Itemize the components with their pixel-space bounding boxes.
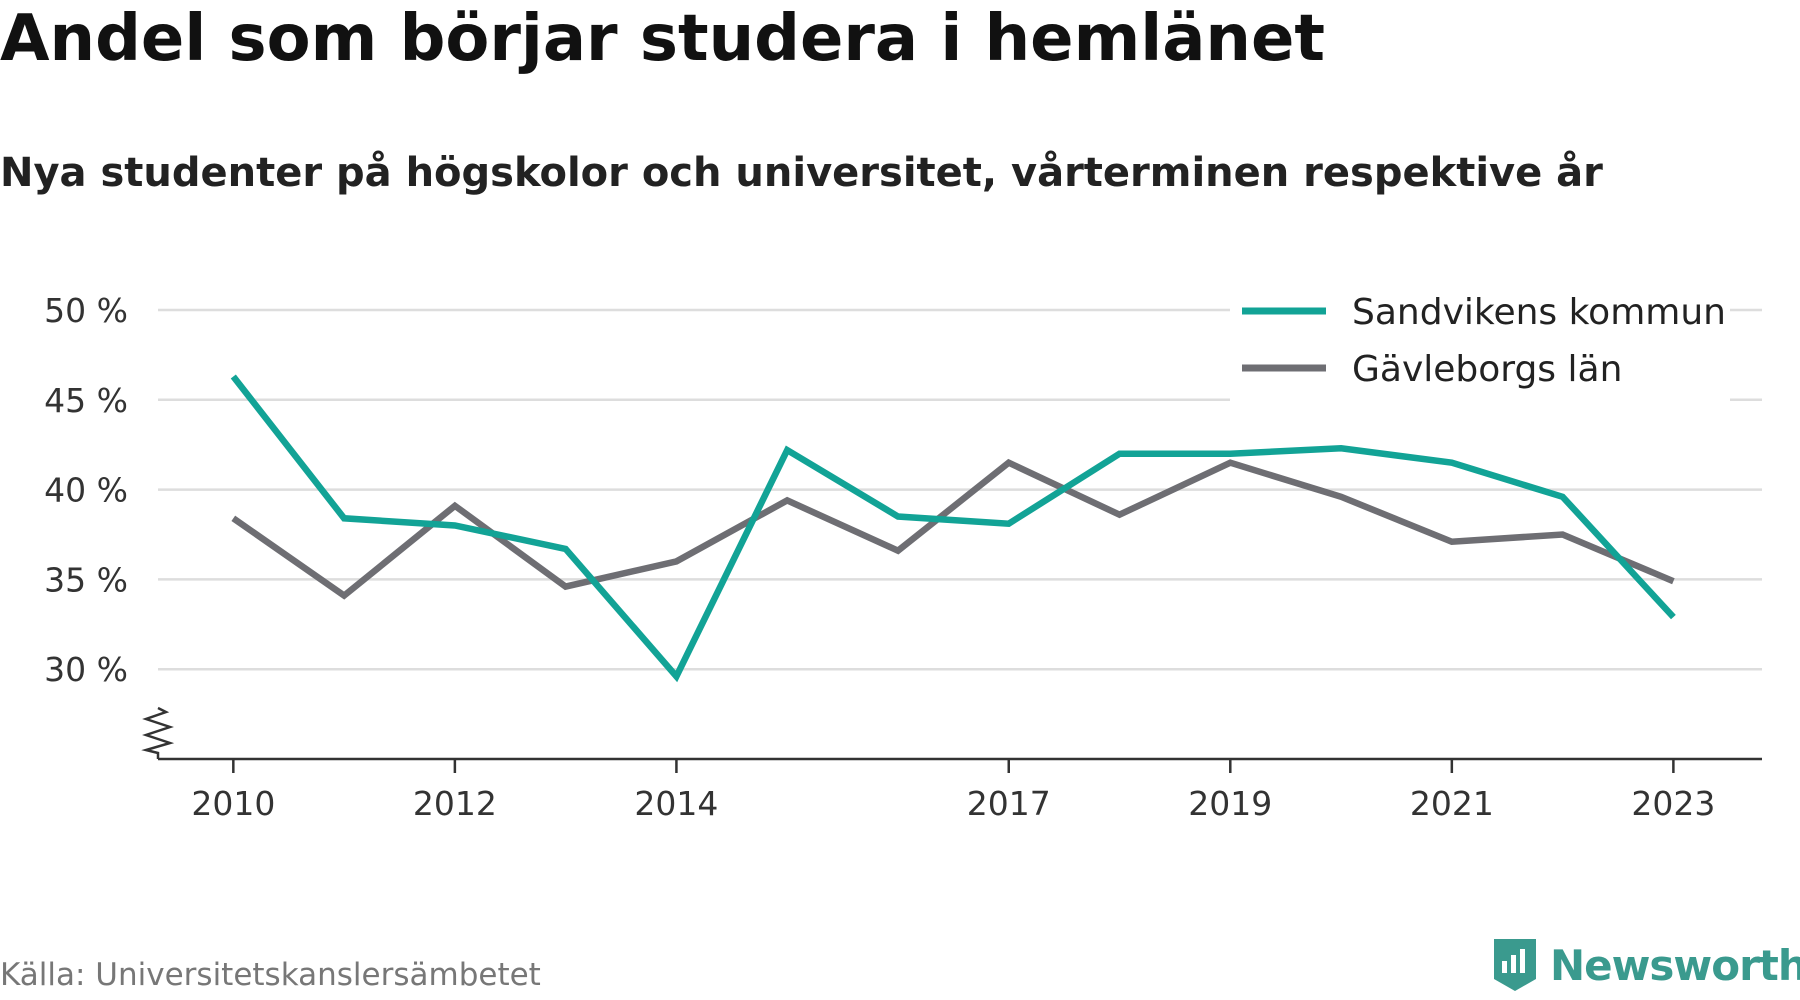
legend: Sandvikens kommun Gävleborgs län bbox=[1230, 284, 1730, 402]
brand-name: Newsworthy bbox=[1550, 940, 1800, 990]
legend-label-gavleborgs-lan: Gävleborgs län bbox=[1352, 349, 1622, 390]
y-tick-label: 30 % bbox=[44, 650, 128, 689]
legend-background bbox=[1230, 284, 1730, 402]
zigzag-break-icon bbox=[141, 706, 175, 759]
x-tick-label: 2017 bbox=[967, 784, 1051, 823]
series-lines bbox=[230, 374, 1676, 683]
series-line-gavleborgs-lan bbox=[231, 458, 1675, 600]
x-tick-label: 2014 bbox=[634, 784, 718, 823]
y-tick-label: 45 % bbox=[44, 381, 128, 420]
chart-title: Andel som börjar studera i hemlänet bbox=[0, 2, 1325, 76]
y-tick-label: 35 % bbox=[44, 560, 128, 599]
x-axis-ticks: 2010 2012 2014 2017 2019 2021 2023 bbox=[191, 759, 1715, 823]
x-axis bbox=[141, 706, 1762, 761]
x-tick-label: 2010 bbox=[191, 784, 275, 823]
y-axis-ticks: 30 % 35 % 40 % 45 % 50 % bbox=[44, 291, 128, 689]
chart-subtitle: Nya studenter på högskolor och universit… bbox=[0, 150, 1603, 196]
x-tick-label: 2021 bbox=[1410, 784, 1494, 823]
series-line-sandvikens-kommun bbox=[230, 374, 1676, 683]
source-note: Källa: Universitetskanslersämbetet bbox=[0, 957, 541, 993]
y-tick-label: 50 % bbox=[44, 291, 128, 330]
brand: Newsworthy bbox=[1490, 930, 1800, 1000]
x-tick-label: 2023 bbox=[1631, 784, 1715, 823]
bar-chart-badge-icon bbox=[1494, 939, 1536, 991]
x-tick-label: 2019 bbox=[1188, 784, 1272, 823]
y-tick-label: 40 % bbox=[44, 471, 128, 510]
legend-label-sandvikens-kommun: Sandvikens kommun bbox=[1352, 292, 1726, 333]
x-tick-label: 2012 bbox=[413, 784, 497, 823]
